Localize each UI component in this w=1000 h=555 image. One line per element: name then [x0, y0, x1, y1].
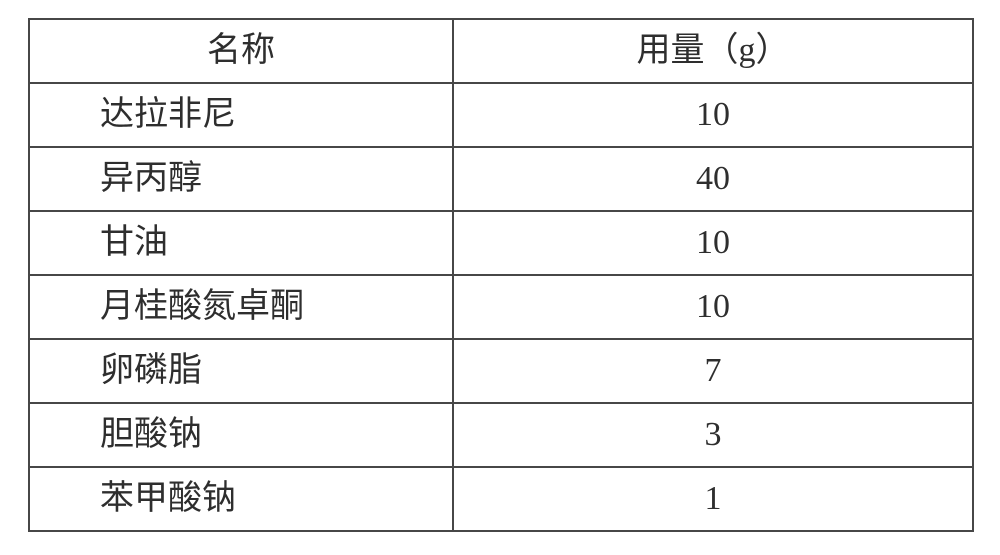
cell-name: 卵磷脂	[29, 339, 453, 403]
cell-value: 7	[453, 339, 973, 403]
cell-name: 达拉非尼	[29, 83, 453, 147]
cell-name: 胆酸钠	[29, 403, 453, 467]
table-row: 苯甲酸钠 1	[29, 467, 973, 531]
cell-value: 10	[453, 275, 973, 339]
table-header-row: 名称 用量（g）	[29, 19, 973, 83]
cell-name: 甘油	[29, 211, 453, 275]
cell-name: 苯甲酸钠	[29, 467, 453, 531]
table-row: 胆酸钠 3	[29, 403, 973, 467]
table-row: 甘油 10	[29, 211, 973, 275]
ingredients-table: 名称 用量（g） 达拉非尼 10 异丙醇 40 甘油 10 月桂酸氮卓酮 10	[28, 18, 974, 532]
table-row: 达拉非尼 10	[29, 83, 973, 147]
cell-name: 月桂酸氮卓酮	[29, 275, 453, 339]
cell-value: 10	[453, 211, 973, 275]
cell-value: 10	[453, 83, 973, 147]
table-row: 月桂酸氮卓酮 10	[29, 275, 973, 339]
cell-name: 异丙醇	[29, 147, 453, 211]
table-row: 卵磷脂 7	[29, 339, 973, 403]
table-container: 名称 用量（g） 达拉非尼 10 异丙醇 40 甘油 10 月桂酸氮卓酮 10	[0, 0, 1000, 550]
table-row: 异丙醇 40	[29, 147, 973, 211]
cell-value: 3	[453, 403, 973, 467]
cell-value: 1	[453, 467, 973, 531]
col-header-name: 名称	[29, 19, 453, 83]
cell-value: 40	[453, 147, 973, 211]
col-header-value: 用量（g）	[453, 19, 973, 83]
